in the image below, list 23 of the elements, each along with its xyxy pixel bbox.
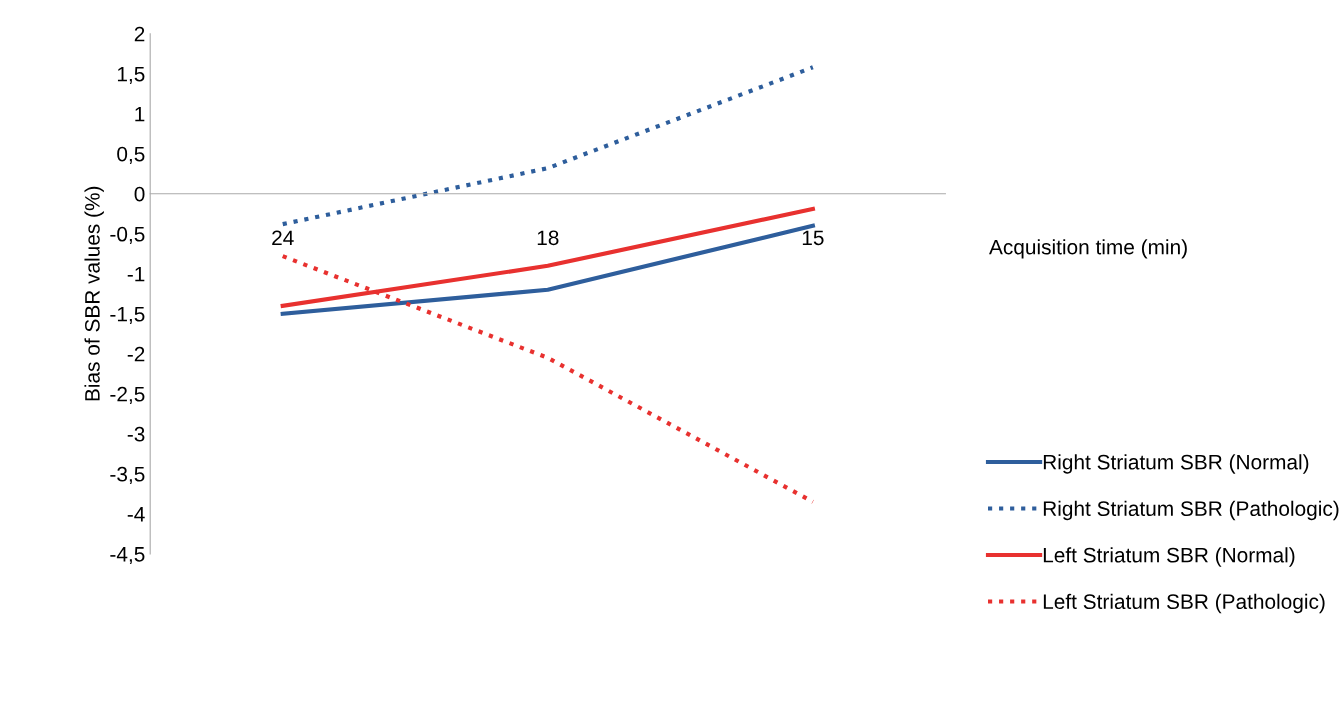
y-tick-label: 0 (134, 186, 145, 202)
legend-label: Right Striatum SBR (Normal) (1043, 454, 1309, 474)
y-tick-label: -2 (127, 346, 145, 362)
y-tick-label: 0,5 (117, 146, 145, 164)
legend-label: Right Striatum SBR (Pathologic) (1043, 500, 1339, 521)
x-tick-label: 24 (272, 230, 294, 245)
y-axis-title: Bias of SBR values (%) (84, 186, 104, 401)
x-tick-label: 15 (802, 230, 824, 246)
y-tick-label: -3,5 (110, 466, 145, 485)
y-tick-label: -0,5 (110, 226, 145, 244)
y-tick-label: -1,5 (110, 307, 145, 325)
y-tick-label: -4 (127, 507, 145, 522)
legend-label: Left Striatum SBR (Normal) (1043, 547, 1295, 567)
y-tick-label: -2,5 (110, 386, 145, 405)
legend-label: Left Striatum SBR (Pathologic) (1043, 593, 1325, 614)
y-tick-label: 1 (135, 106, 145, 122)
x-axis-title: Acquisition time (min) (989, 239, 1187, 259)
y-tick-label: -4,5 (110, 547, 145, 565)
y-tick-label: -3 (127, 426, 145, 442)
x-tick-label: 18 (537, 230, 559, 246)
y-tick-label: 2 (134, 26, 145, 42)
y-tick-label: 1,5 (117, 66, 145, 84)
y-tick-label: -1 (127, 267, 145, 282)
